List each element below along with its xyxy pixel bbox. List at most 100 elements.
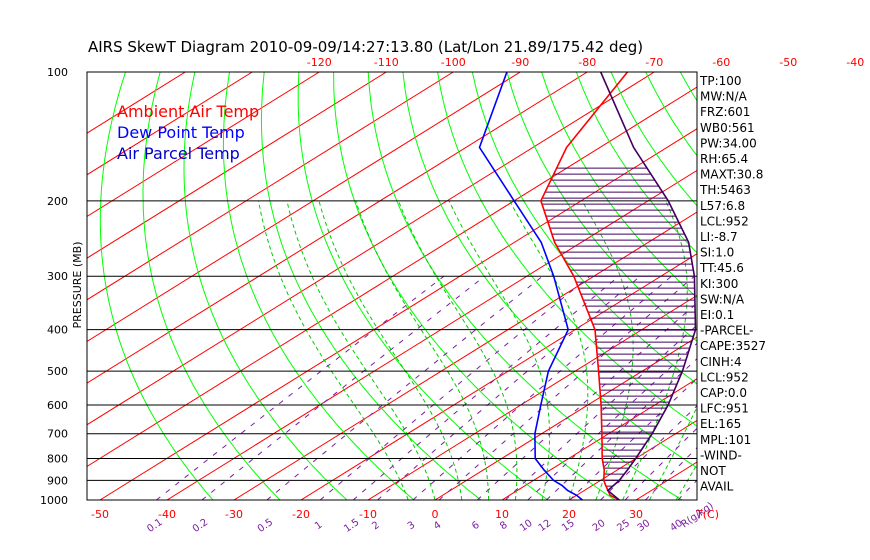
stat-line: SI:1.0 (700, 246, 734, 260)
mixing-ratio-tick-label: 3 (406, 520, 418, 533)
legend-dew-point-temp: Dew Point Temp (117, 123, 245, 142)
dry-adiabat-line (297, 72, 549, 500)
isotherm-line (87, 72, 320, 218)
stat-line: SW:N/A (700, 292, 745, 306)
dry-adiabat-line (575, 72, 697, 254)
stat-line: LI:-8.7 (700, 230, 738, 244)
dry-adiabat-line (333, 72, 616, 500)
mixing-ratio-tick-label: 20 (591, 518, 608, 534)
isotherm-line (87, 72, 588, 384)
moist-adiabat-line (318, 200, 463, 500)
dry-adiabat-line (99, 72, 214, 500)
grid-layer (87, 72, 870, 500)
stat-line: EL:165 (700, 417, 741, 431)
top-temp-tick-label: -40 (846, 56, 864, 69)
isotherm-line (87, 72, 655, 426)
pressure-tick-label: 200 (47, 195, 68, 208)
dry-adiabat-line (260, 72, 482, 500)
dry-adiabat-line (183, 72, 348, 500)
isotherm-line (501, 378, 697, 500)
stat-line: WB0:561 (700, 121, 755, 135)
bottom-temp-tick-label: 0 (432, 508, 439, 521)
top-temp-tick-label: -90 (511, 56, 529, 69)
bottom-temp-tick-label: -50 (91, 508, 109, 521)
moist-adiabat-line (622, 200, 688, 500)
stat-line: NOT (700, 464, 726, 478)
ambient-air-temp-line (540, 72, 629, 500)
top-temp-tick-label: -120 (307, 56, 332, 69)
dry-adiabat-line (506, 72, 697, 342)
moist-adiabat-line (509, 200, 589, 500)
dry-adiabat-line (222, 72, 415, 500)
bottom-temp-tick-label: -30 (225, 508, 243, 521)
air-parcel-temp-line (599, 72, 697, 500)
dry-adiabat-line (819, 72, 870, 500)
isotherm-line (434, 336, 697, 500)
dry-adiabat-line (854, 72, 870, 500)
top-temp-tick-label: -100 (441, 56, 466, 69)
isotherm-line (87, 72, 454, 301)
stat-line: PW:34.00 (700, 136, 757, 150)
y-axis-label: PRESSURE (MB) (71, 242, 84, 329)
moist-adiabat-line (648, 406, 697, 500)
dry-adiabat-line (784, 72, 870, 500)
pressure-tick-label: 600 (47, 399, 68, 412)
mixing-ratio-line (156, 275, 445, 500)
bottom-temp-tick-label: 10 (495, 508, 509, 521)
mixing-ratio-line (319, 275, 591, 500)
x-axis-unit: T(C) (695, 508, 719, 521)
mixing-ratio-line (476, 302, 697, 500)
stat-line: TT:45.6 (699, 261, 744, 275)
stat-line: -PARCEL- (700, 324, 754, 338)
bottom-temp-tick-label: -40 (158, 508, 176, 521)
dry-adiabat-line (402, 72, 697, 469)
mixing-ratio-tick-label: 0.5 (256, 517, 275, 535)
stat-line: KI:300 (700, 277, 738, 291)
top-temp-tick-label: -50 (779, 56, 797, 69)
stat-line: AVAIL (700, 480, 734, 494)
pressure-tick-label: 1000 (40, 494, 68, 507)
bottom-temp-tick-label: 30 (629, 508, 643, 521)
isotherm-line (87, 72, 253, 176)
dew-point-temp-line (478, 72, 583, 500)
pressure-tick-label: 400 (47, 324, 68, 337)
stat-line: CAP:0.0 (700, 386, 747, 400)
bottom-temp-tick-label: -20 (292, 508, 310, 521)
pressure-tick-label: 700 (47, 428, 68, 441)
stat-line: LFC:951 (700, 402, 749, 416)
top-temp-tick-label: -60 (712, 56, 730, 69)
stat-line: MPL:101 (700, 433, 751, 447)
isotherm-line (166, 169, 697, 500)
isotherm-line (367, 294, 697, 500)
legend-air-parcel-temp: Air Parcel Temp (117, 144, 240, 163)
mixing-ratio-tick-label: 10 (518, 518, 535, 534)
isotherm-line (87, 86, 697, 468)
dry-adiabat-line (541, 72, 697, 299)
dry-adiabat-line (645, 72, 697, 157)
mixing-ratio-tick-label: 2 (370, 520, 382, 533)
stat-line: EI:0.1 (700, 308, 734, 322)
mixing-ratio-tick-label: 6 (470, 520, 482, 533)
dry-adiabat-line (142, 72, 281, 500)
series-layer (478, 72, 697, 500)
stat-line: LCL:952 (700, 214, 749, 228)
dry-adiabat-line (367, 72, 683, 500)
plot-frame (86, 71, 698, 501)
moist-adiabat-line (258, 200, 409, 500)
top-temp-tick-label: -110 (374, 56, 399, 69)
moist-adiabat-line (675, 463, 697, 500)
pressure-tick-label: 300 (47, 270, 68, 283)
pressure-tick-label: 500 (47, 365, 68, 378)
isotherm-line (87, 72, 521, 343)
mixing-ratio-tick-label: 1 (313, 520, 325, 533)
stat-line: LCL:952 (700, 370, 749, 384)
mixing-ratio-line (645, 446, 697, 500)
isotherm-line (233, 211, 697, 500)
dry-adiabat-line (437, 72, 697, 427)
mixing-ratio-line (201, 275, 485, 500)
stat-line: L57:6.8 (700, 199, 745, 213)
mixing-ratio-line (352, 275, 620, 500)
isotherm-line (300, 253, 697, 500)
